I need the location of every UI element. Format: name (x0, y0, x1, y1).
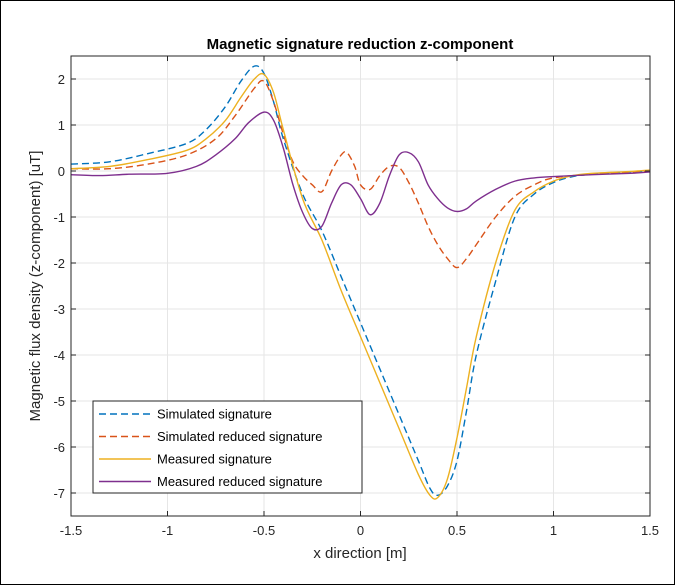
series-line-4 (71, 111, 650, 231)
x-tick-label: 0 (357, 523, 364, 538)
x-tick-label: -0.5 (253, 523, 275, 538)
y-tick-label: 0 (58, 164, 65, 179)
y-tick-labels: -7 -6 -5 -4 -3 -2 -1 0 1 2 (53, 72, 65, 501)
y-tick-label: -1 (53, 210, 65, 225)
legend: Simulated signature Simulated reduced sig… (92, 400, 363, 494)
y-tick-label: -4 (53, 348, 65, 363)
x-tick-label: 1.5 (641, 523, 659, 538)
series-lines (71, 65, 650, 500)
x-tick-label: 1 (550, 523, 557, 538)
legend-label: Measured signature (157, 452, 272, 467)
y-tick-label: -3 (53, 302, 65, 317)
y-tick-label: 2 (58, 72, 65, 87)
tick-marks (70, 56, 651, 516)
x-tick-labels: -1.5 -1 -0.5 0 0.5 1 1.5 (60, 523, 659, 538)
legend-label: Simulated signature (157, 407, 272, 422)
x-tick-label: -1.5 (60, 523, 82, 538)
x-axis-label: x direction [m] (313, 545, 406, 562)
y-tick-label: -2 (53, 256, 65, 271)
legend-label: Simulated reduced signature (157, 429, 323, 444)
series-line-2 (71, 79, 650, 269)
x-tick-label: 0.5 (448, 523, 466, 538)
y-tick-label: -6 (53, 440, 65, 455)
series-line-3 (71, 72, 650, 500)
y-axis-label: Magnetic flux density (z-component) [uT] (27, 151, 44, 422)
y-tick-label: -7 (53, 486, 65, 501)
x-tick-label: -1 (162, 523, 174, 538)
y-tick-label: 1 (58, 118, 65, 133)
legend-box (92, 400, 363, 494)
y-tick-label: -5 (53, 394, 65, 409)
series-line-1 (71, 65, 650, 497)
chart-title: Magnetic signature reduction z-component (207, 36, 514, 53)
legend-label: Measured reduced signature (157, 474, 323, 489)
